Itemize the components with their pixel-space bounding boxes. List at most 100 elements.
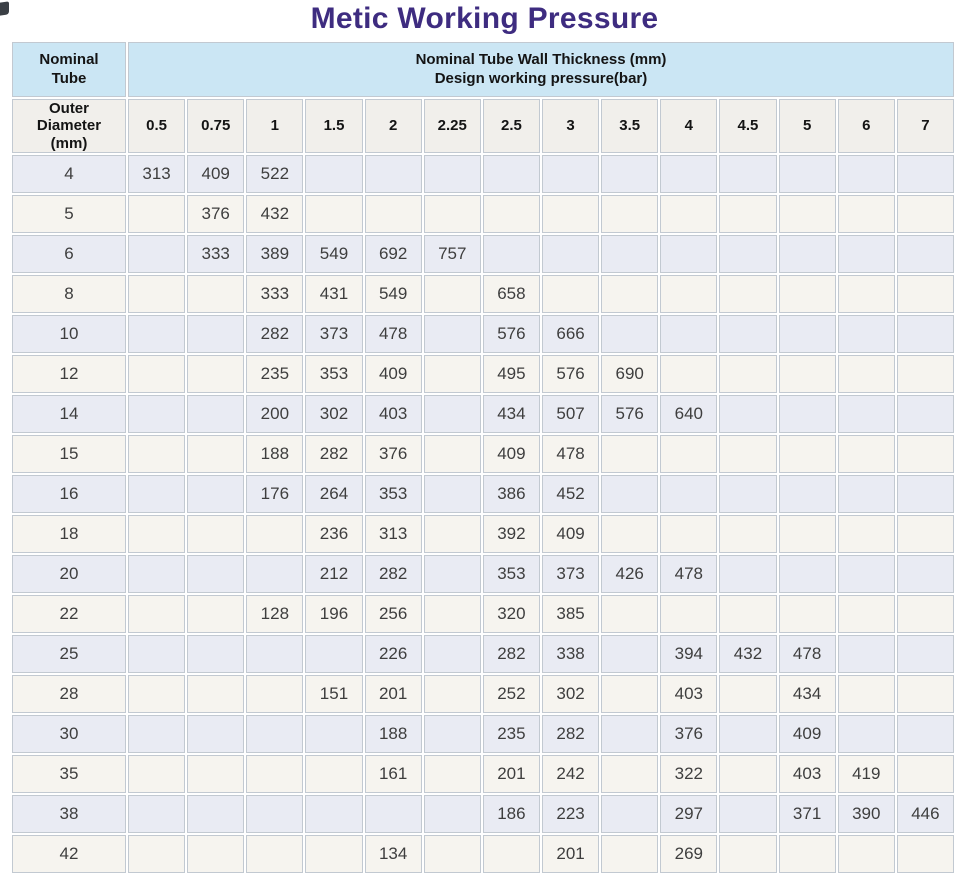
pressure-cell xyxy=(246,834,304,873)
pressure-cell: 434 xyxy=(482,394,540,433)
diameter-cell: 10 xyxy=(12,314,126,353)
pressure-cell xyxy=(128,674,186,713)
pressure-cell xyxy=(423,154,481,193)
pressure-cell xyxy=(837,474,895,513)
pressure-cell xyxy=(128,434,186,473)
pressure-cell xyxy=(837,434,895,473)
pressure-cell: 409 xyxy=(482,434,540,473)
thickness-col-header: 4.5 xyxy=(719,99,777,153)
pressure-cell xyxy=(601,314,659,353)
pressure-cell xyxy=(896,234,954,273)
pressure-cell xyxy=(128,314,186,353)
pressure-cell xyxy=(660,194,718,233)
pressure-cell: 313 xyxy=(364,514,422,553)
pressure-cell: 403 xyxy=(364,394,422,433)
table-row: 5 376 432 xyxy=(12,194,954,233)
thickness-col-header: 6 xyxy=(837,99,895,153)
pressure-cell xyxy=(423,194,481,233)
pressure-cell: 478 xyxy=(660,554,718,593)
diameter-cell: 38 xyxy=(12,794,126,833)
pressure-cell: 658 xyxy=(482,274,540,313)
pressure-cell: 252 xyxy=(482,674,540,713)
main-header-wall-thickness: Nominal Tube Wall Thickness (mm) Design … xyxy=(128,42,954,97)
pressure-cell xyxy=(187,394,245,433)
pressure-cell: 549 xyxy=(364,274,422,313)
pressure-cell xyxy=(482,154,540,193)
pressure-cell: 235 xyxy=(246,354,304,393)
pressure-cell xyxy=(896,714,954,753)
pressure-cell xyxy=(364,194,422,233)
pressure-cell: 188 xyxy=(364,714,422,753)
pressure-cell xyxy=(305,634,363,673)
corner-header-line2: Tube xyxy=(51,69,87,87)
pressure-cell xyxy=(896,554,954,593)
table-row: 35 161 201 242 322 403 419 xyxy=(12,754,954,793)
corner-header-nominal-tube: Nominal Tube xyxy=(12,42,126,97)
pressure-cell xyxy=(128,754,186,793)
pressure-cell: 419 xyxy=(837,754,895,793)
pressure-cell: 282 xyxy=(305,434,363,473)
pressure-cell xyxy=(719,794,777,833)
pressure-cell xyxy=(482,834,540,873)
pressure-cell: 200 xyxy=(246,394,304,433)
pressure-cell: 302 xyxy=(305,394,363,433)
pressure-cell xyxy=(660,434,718,473)
pressure-cell xyxy=(541,194,600,233)
pressure-cell xyxy=(187,834,245,873)
pressure-cell xyxy=(719,714,777,753)
pressure-cell xyxy=(423,394,481,433)
pressure-cell: 549 xyxy=(305,234,363,273)
pressure-cell xyxy=(660,154,718,193)
pressure-cell xyxy=(719,754,777,793)
pressure-cell: 376 xyxy=(364,434,422,473)
pressure-cell xyxy=(305,794,363,833)
pressure-cell xyxy=(601,634,659,673)
corner-header-line1: Nominal xyxy=(39,50,99,68)
pressure-cell: 666 xyxy=(541,314,600,353)
diameter-cell: 12 xyxy=(12,354,126,393)
pressure-cell: 478 xyxy=(364,314,422,353)
pressure-cell xyxy=(660,594,718,633)
main-header-line2: Design working pressure(bar) xyxy=(434,69,648,87)
table-row: 38 186 223 297 371 390 446 xyxy=(12,794,954,833)
row-header-outer-diameter: Outer Diameter (mm) xyxy=(12,99,126,153)
table-row: 8 333 431 549 658 xyxy=(12,274,954,313)
thickness-col-header: 7 xyxy=(896,99,954,153)
pressure-cell xyxy=(778,394,836,433)
pressure-cell xyxy=(364,794,422,833)
pressure-cell xyxy=(837,634,895,673)
pressure-cell xyxy=(896,634,954,673)
pressure-cell: 576 xyxy=(601,394,659,433)
pressure-cell xyxy=(778,274,836,313)
pressure-cell xyxy=(187,714,245,753)
pressure-cell xyxy=(719,394,777,433)
pressure-cell: 690 xyxy=(601,354,659,393)
pressure-cell: 431 xyxy=(305,274,363,313)
thickness-col-header: 3 xyxy=(541,99,600,153)
pressure-cell xyxy=(423,514,481,553)
pressure-cell xyxy=(896,354,954,393)
pressure-cell: 426 xyxy=(601,554,659,593)
row-header-line1: Outer xyxy=(48,100,89,117)
pressure-cell: 338 xyxy=(541,634,600,673)
pressure-cell xyxy=(601,674,659,713)
pressure-cell: 386 xyxy=(482,474,540,513)
table-row: 14 200 302 403 434 507 576 640 xyxy=(12,394,954,433)
pressure-cell: 495 xyxy=(482,354,540,393)
pressure-cell xyxy=(601,474,659,513)
diameter-cell: 30 xyxy=(12,714,126,753)
pressure-cell: 333 xyxy=(187,234,245,273)
thickness-col-header: 0.75 xyxy=(187,99,245,153)
pressure-cell xyxy=(246,554,304,593)
pressure-cell: 376 xyxy=(660,714,718,753)
pressure-cell xyxy=(601,834,659,873)
pressure-cell xyxy=(837,594,895,633)
pressure-cell: 522 xyxy=(246,154,304,193)
pressure-cell xyxy=(837,354,895,393)
pressure-cell: 282 xyxy=(246,314,304,353)
table-header: Nominal Tube Nominal Tube Wall Thickness… xyxy=(12,42,954,153)
pressure-cell xyxy=(837,234,895,273)
pressure-cell xyxy=(719,474,777,513)
pressure-cell: 297 xyxy=(660,794,718,833)
pressure-cell xyxy=(719,354,777,393)
